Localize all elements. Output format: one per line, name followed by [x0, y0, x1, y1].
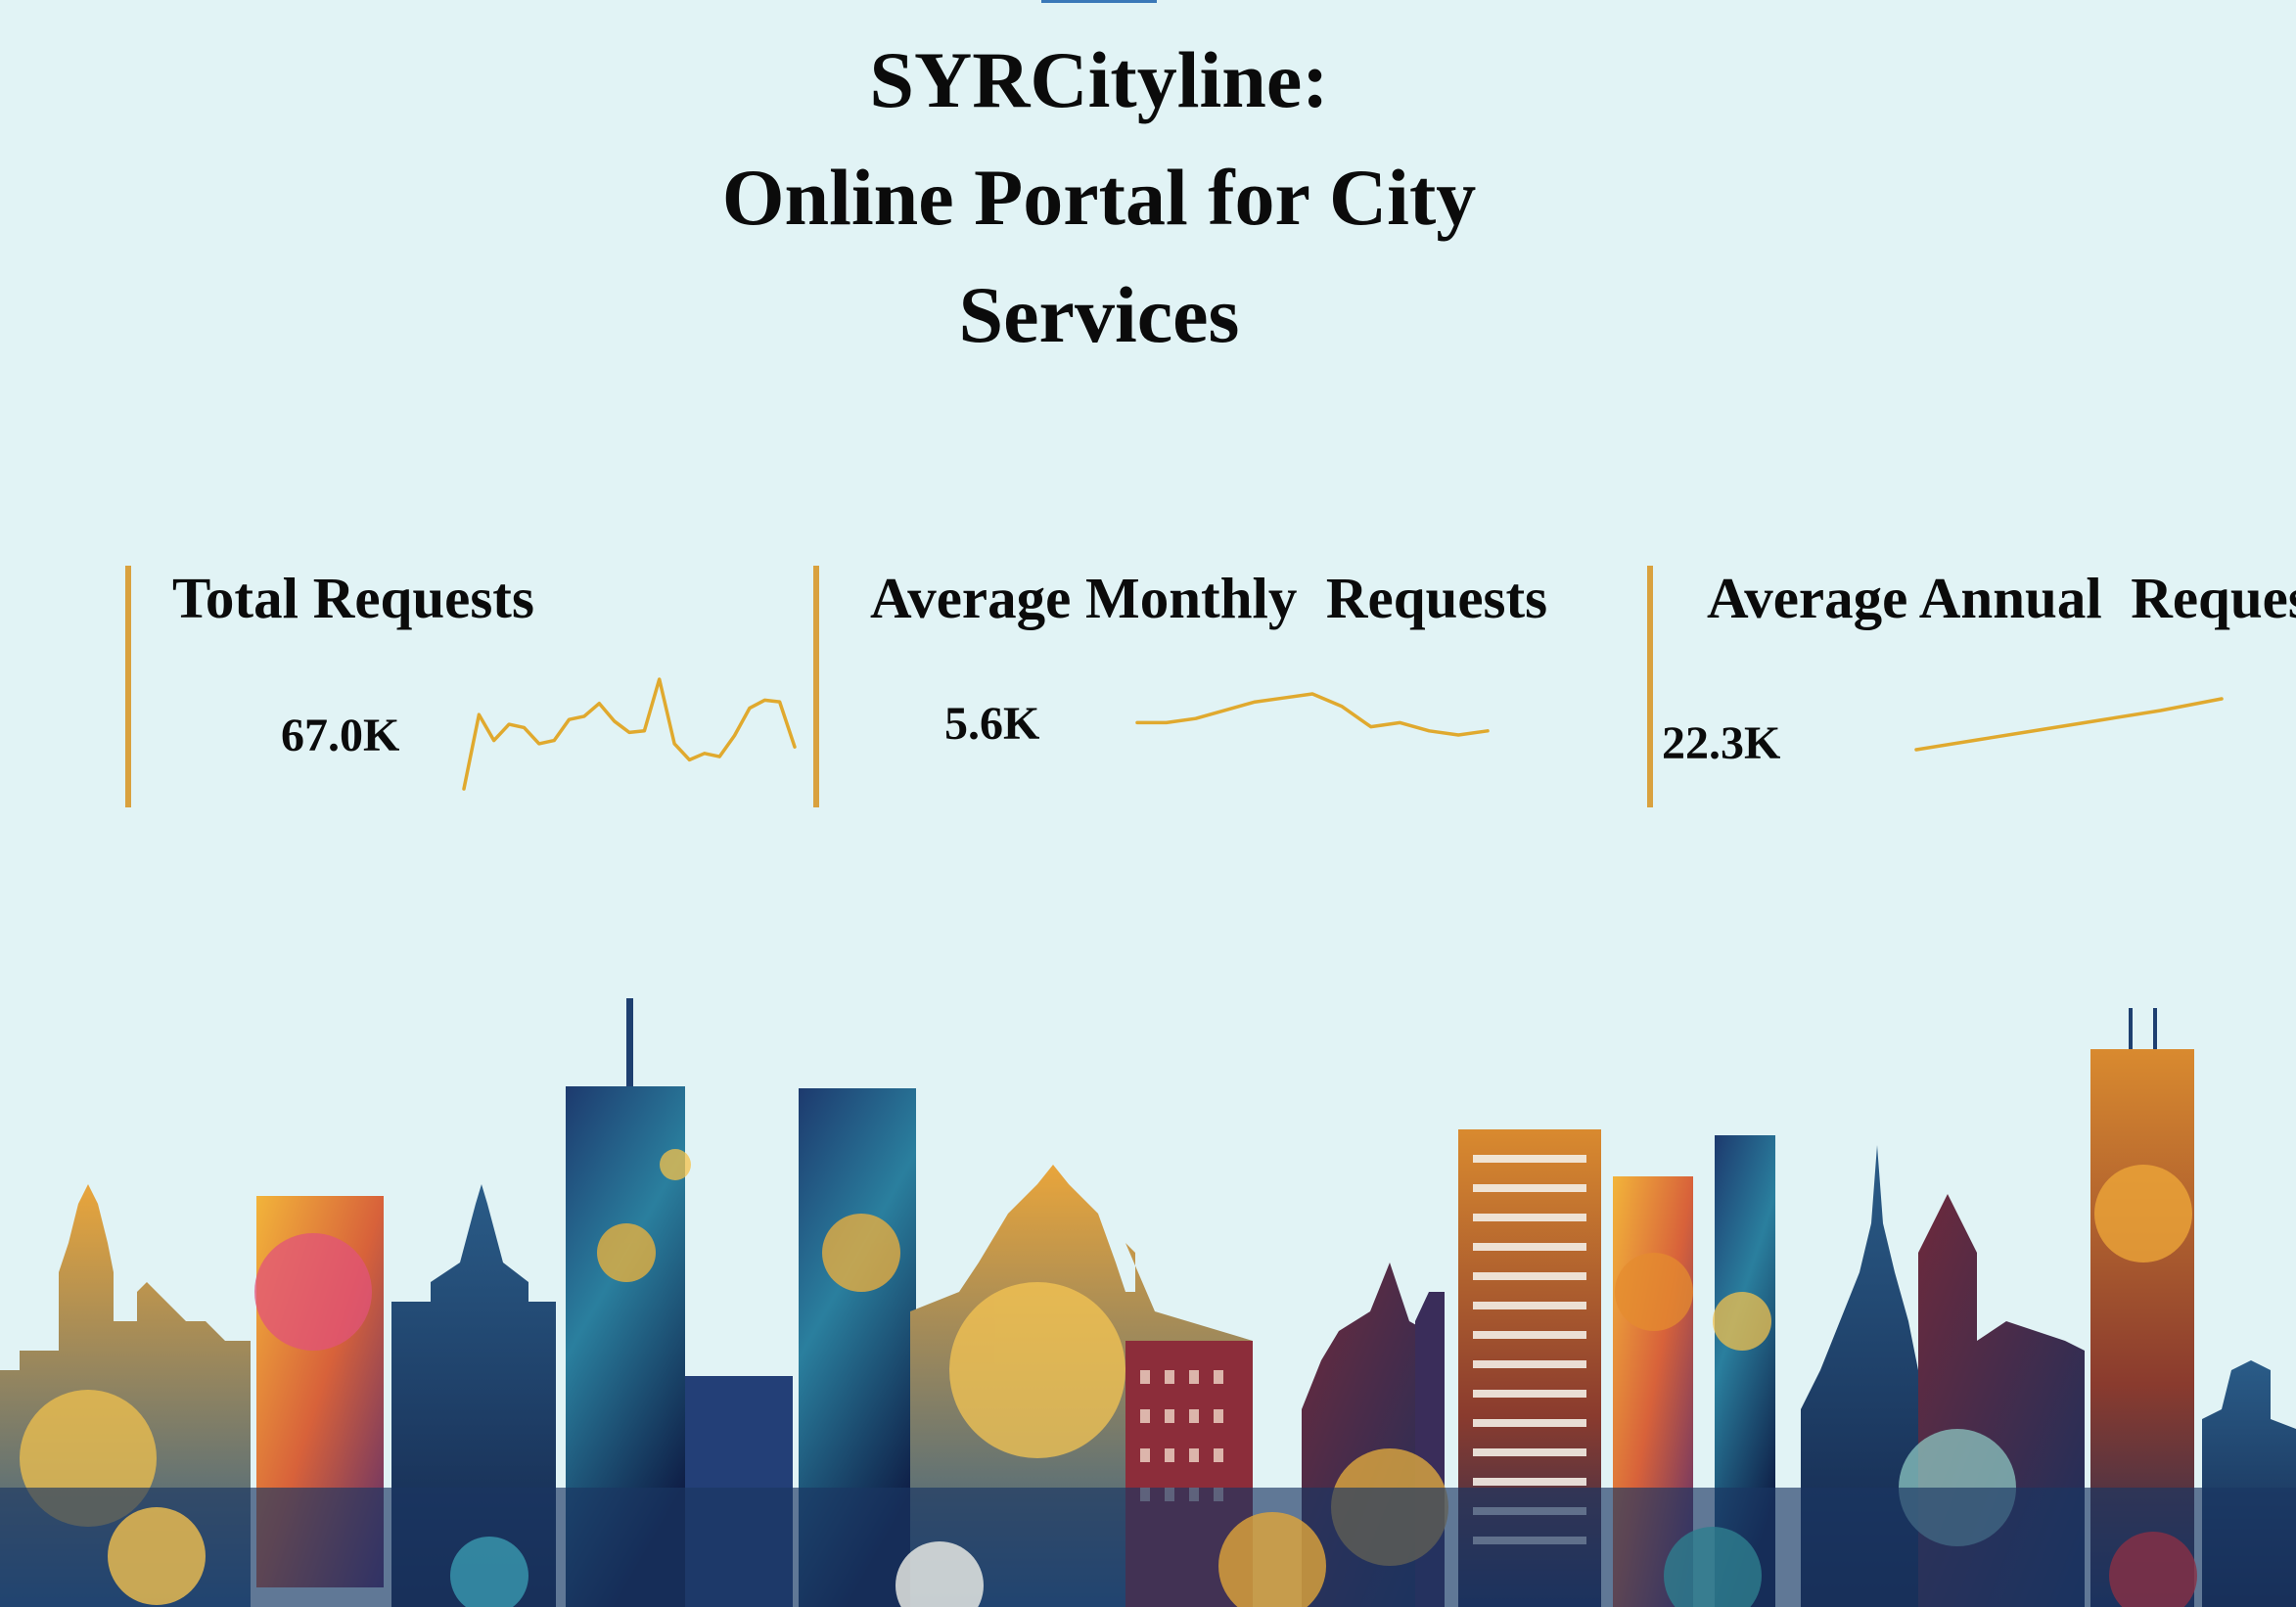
kpi-value-total-requests: 67.0K — [281, 710, 400, 761]
title-line-3: Services — [958, 270, 1240, 359]
kpi-title-average-monthly-requests: Average Monthly Requests — [870, 566, 1548, 630]
top-tab-indicator[interactable] — [1041, 0, 1157, 3]
title-line-1: SYRCityline: — [869, 35, 1329, 124]
kpi-value-average-monthly-requests: 5.6K — [944, 698, 1040, 750]
sparkline-path — [1914, 697, 2224, 752]
title-line-2: Online Portal for City — [721, 153, 1477, 242]
kpi-card-average-annual-requests: Average Annual Requests 22.3K — [1650, 548, 2296, 822]
kpi-divider — [125, 566, 131, 807]
page-title: SYRCityline: Online Portal for City Serv… — [587, 22, 1611, 374]
kpi-title-average-annual-requests: Average Annual Requests — [1707, 566, 2296, 630]
total-requests-sparkline — [462, 677, 797, 791]
kpi-title-total-requests: Total Requests — [172, 566, 534, 630]
average-annual-requests-sparkline — [1914, 697, 2224, 752]
syracuse-watercolor-skyline — [0, 998, 2296, 1607]
sparkline-path — [462, 677, 797, 791]
kpi-divider — [1647, 566, 1653, 807]
kpi-divider — [813, 566, 819, 807]
average-monthly-requests-sparkline — [1135, 692, 1490, 737]
sparkline-path — [1135, 692, 1490, 737]
kpi-value-average-annual-requests: 22.3K — [1662, 717, 1781, 769]
